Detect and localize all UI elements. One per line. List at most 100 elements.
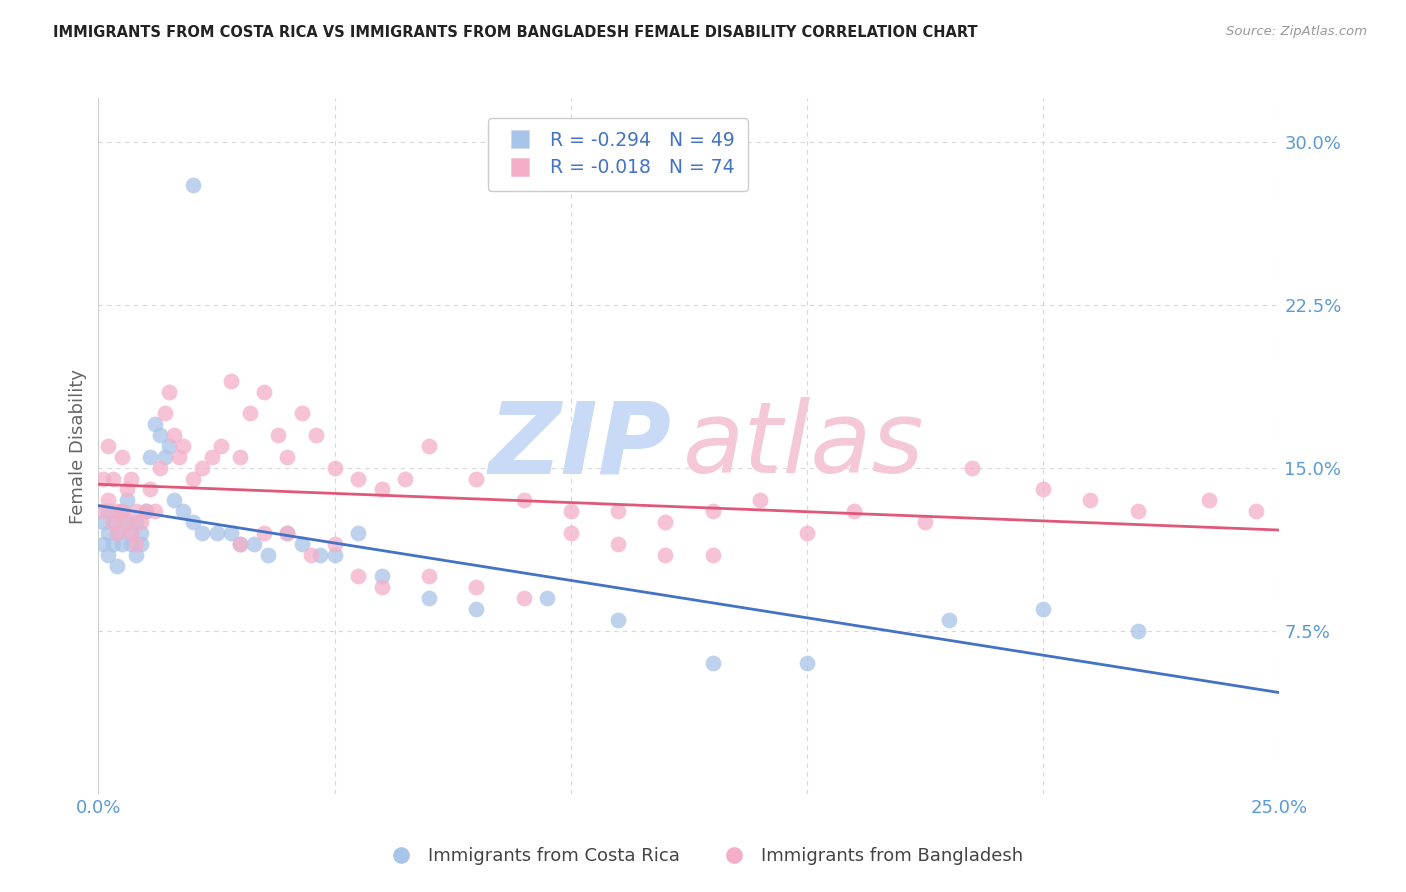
Point xyxy=(139,450,162,464)
Point xyxy=(512,591,534,606)
Point xyxy=(257,548,280,562)
Point xyxy=(135,504,157,518)
Point xyxy=(229,537,252,551)
Point xyxy=(938,613,960,627)
Point xyxy=(371,569,394,583)
Point xyxy=(243,537,266,551)
Point xyxy=(97,439,120,453)
Point xyxy=(219,526,242,541)
Point xyxy=(607,613,630,627)
Point xyxy=(105,526,128,541)
Point xyxy=(163,493,186,508)
Point xyxy=(702,548,724,562)
Point xyxy=(91,537,114,551)
Point xyxy=(163,428,186,442)
Point xyxy=(239,406,262,420)
Point xyxy=(1244,504,1267,518)
Point xyxy=(1080,493,1102,508)
Point xyxy=(111,450,134,464)
Text: IMMIGRANTS FROM COSTA RICA VS IMMIGRANTS FROM BANGLADESH FEMALE DISABILITY CORRE: IMMIGRANTS FROM COSTA RICA VS IMMIGRANTS… xyxy=(53,25,979,40)
Point xyxy=(157,384,180,399)
Point xyxy=(1126,624,1149,638)
Point xyxy=(115,493,138,508)
Point xyxy=(115,515,138,529)
Point xyxy=(394,472,416,486)
Point xyxy=(181,515,204,529)
Point xyxy=(465,472,488,486)
Point xyxy=(149,460,172,475)
Point xyxy=(172,439,194,453)
Point xyxy=(347,526,370,541)
Text: atlas: atlas xyxy=(683,398,925,494)
Point xyxy=(205,526,228,541)
Point xyxy=(748,493,770,508)
Point xyxy=(105,526,128,541)
Point xyxy=(914,515,936,529)
Point xyxy=(115,515,138,529)
Point xyxy=(129,515,152,529)
Point xyxy=(129,526,152,541)
Point xyxy=(290,406,312,420)
Point xyxy=(97,526,120,541)
Point xyxy=(512,493,534,508)
Point xyxy=(418,569,440,583)
Point xyxy=(97,504,120,518)
Point xyxy=(276,450,298,464)
Point xyxy=(105,558,128,573)
Point xyxy=(111,537,134,551)
Point xyxy=(139,483,162,497)
Point xyxy=(101,515,124,529)
Point xyxy=(323,537,346,551)
Point xyxy=(121,537,143,551)
Point xyxy=(125,537,148,551)
Point xyxy=(172,504,194,518)
Y-axis label: Female Disability: Female Disability xyxy=(69,368,87,524)
Point xyxy=(702,504,724,518)
Point xyxy=(143,417,166,432)
Point xyxy=(418,439,440,453)
Text: Source: ZipAtlas.com: Source: ZipAtlas.com xyxy=(1226,25,1367,38)
Point xyxy=(129,537,152,551)
Point xyxy=(201,450,224,464)
Point xyxy=(153,450,176,464)
Point xyxy=(323,548,346,562)
Point xyxy=(305,428,328,442)
Point xyxy=(276,526,298,541)
Point xyxy=(149,428,172,442)
Point xyxy=(465,580,488,594)
Point xyxy=(290,537,312,551)
Point xyxy=(97,493,120,508)
Point xyxy=(796,526,818,541)
Point xyxy=(157,439,180,453)
Point xyxy=(121,526,143,541)
Point xyxy=(1198,493,1220,508)
Point xyxy=(101,515,124,529)
Point xyxy=(91,472,114,486)
Point xyxy=(143,504,166,518)
Point xyxy=(153,406,176,420)
Point xyxy=(125,515,148,529)
Point xyxy=(276,526,298,541)
Point xyxy=(962,460,984,475)
Point xyxy=(209,439,232,453)
Point xyxy=(97,548,120,562)
Point xyxy=(560,504,582,518)
Point xyxy=(796,657,818,671)
Point xyxy=(135,504,157,518)
Point xyxy=(101,472,124,486)
Point xyxy=(167,450,190,464)
Point xyxy=(229,537,252,551)
Point xyxy=(253,526,276,541)
Point xyxy=(347,472,370,486)
Point xyxy=(536,591,558,606)
Point xyxy=(299,548,322,562)
Point xyxy=(1126,504,1149,518)
Point xyxy=(654,515,676,529)
Point xyxy=(191,460,214,475)
Point xyxy=(654,548,676,562)
Point xyxy=(121,526,143,541)
Legend: R = -0.294   N = 49, R = -0.018   N = 74: R = -0.294 N = 49, R = -0.018 N = 74 xyxy=(488,118,748,191)
Point xyxy=(121,472,143,486)
Point xyxy=(844,504,866,518)
Point xyxy=(101,537,124,551)
